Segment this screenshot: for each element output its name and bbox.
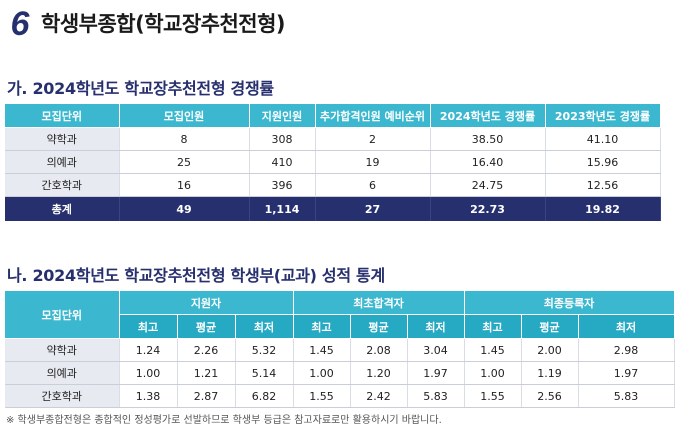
table-cell: 2.08 (350, 338, 408, 362)
total-row: 총계 49 1,114 27 22.73 19.82 (5, 196, 661, 221)
table-cell: 1.38 (119, 384, 178, 408)
column-header: 추가합격인원 예비순위 (315, 104, 431, 128)
sub-header: 최고 (119, 314, 178, 339)
total-cell: 27 (315, 196, 431, 221)
table-cell: 3.04 (407, 338, 465, 362)
svg-text:6: 6 (11, 7, 31, 39)
table-sub-header-row: 최고 평균 최저 최고 평균 최저 최고 평균 최저 (5, 314, 675, 339)
sub-header: 최저 (578, 314, 675, 339)
total-cell: 22.73 (430, 196, 546, 221)
sub-header: 최저 (407, 314, 465, 339)
group-header: 최종등록자 (464, 291, 675, 315)
row-label: 약학과 (5, 127, 120, 151)
sub-header: 평균 (521, 314, 579, 339)
sub-header: 평균 (177, 314, 236, 339)
table-row: 간호학과 1.38 2.87 6.82 1.55 2.42 5.83 1.55 … (5, 384, 675, 408)
sub-header: 최고 (293, 314, 351, 339)
table-cell: 1.00 (293, 361, 351, 385)
table-row: 약학과 8 308 2 38.50 41.10 (5, 127, 661, 151)
table-cell: 6.82 (235, 384, 294, 408)
grade-statistics-title: 나. 2024학년도 학교장추천전형 학생부(교과) 성적 통계 (7, 266, 385, 285)
table-cell: 15.96 (545, 150, 661, 174)
table-cell: 38.50 (430, 127, 546, 151)
table-cell: 2.26 (177, 338, 236, 362)
table-header-row: 모집단위 모집인원 지원인원 추가합격인원 예비순위 2024학년도 경쟁률 2… (5, 104, 661, 128)
table-cell: 6 (315, 173, 431, 197)
table-cell: 19 (315, 150, 431, 174)
table-cell: 1.21 (177, 361, 236, 385)
table-row: 약학과 1.24 2.26 5.32 1.45 2.08 3.04 1.45 2… (5, 338, 675, 362)
table-cell: 5.14 (235, 361, 294, 385)
table-cell: 2.87 (177, 384, 236, 408)
table-cell: 1.55 (293, 384, 351, 408)
section-number-badge: 6 (7, 7, 33, 39)
column-header: 2023학년도 경쟁률 (545, 104, 661, 128)
table-cell: 41.10 (545, 127, 661, 151)
sub-header: 평균 (350, 314, 408, 339)
competition-rate-title: 가. 2024학년도 학교장추천전형 경쟁률 (7, 79, 274, 98)
table-cell: 5.83 (578, 384, 675, 408)
table-group-header-row: 모집단위 지원자 최초합격자 최종등록자 (5, 291, 675, 339)
footnote: ※ 학생부종합전형은 종합적인 정성평가로 선발하므로 학생부 등급은 참고자료… (6, 415, 442, 426)
table-cell: 2.00 (521, 338, 579, 362)
table-cell: 2.56 (521, 384, 579, 408)
total-cell: 19.82 (545, 196, 661, 221)
row-label: 의예과 (5, 361, 120, 385)
table-cell: 1.45 (464, 338, 522, 362)
group-header: 지원자 (119, 291, 294, 315)
table-cell: 1.19 (521, 361, 579, 385)
table-cell: 1.24 (119, 338, 178, 362)
column-header: 2024학년도 경쟁률 (430, 104, 546, 128)
column-header: 모집인원 (119, 104, 250, 128)
column-header: 모집단위 (5, 104, 120, 128)
total-label: 총계 (5, 196, 120, 221)
table-cell: 5.32 (235, 338, 294, 362)
sub-header: 최저 (235, 314, 294, 339)
total-cell: 1,114 (249, 196, 316, 221)
column-header: 모집단위 (5, 291, 120, 339)
row-label: 간호학과 (5, 384, 120, 408)
table-cell: 16.40 (430, 150, 546, 174)
table-row: 의예과 25 410 19 16.40 15.96 (5, 150, 661, 174)
table-cell: 8 (119, 127, 250, 151)
table-cell: 5.83 (407, 384, 465, 408)
table-cell: 25 (119, 150, 250, 174)
table-cell: 1.55 (464, 384, 522, 408)
table-cell: 410 (249, 150, 316, 174)
total-cell: 49 (119, 196, 250, 221)
page-title: 학생부종합(학교장추천전형) (41, 12, 286, 36)
column-header: 지원인원 (249, 104, 316, 128)
section-heading: 6 학생부종합(학교장추천전형) (7, 6, 286, 40)
table-cell: 2.42 (350, 384, 408, 408)
table-cell: 396 (249, 173, 316, 197)
table-cell: 1.45 (293, 338, 351, 362)
table-cell: 1.00 (464, 361, 522, 385)
row-label: 의예과 (5, 150, 120, 174)
table-cell: 2 (315, 127, 431, 151)
competition-rate-table: 모집단위 모집인원 지원인원 추가합격인원 예비순위 2024학년도 경쟁률 2… (5, 104, 661, 221)
table-row: 간호학과 16 396 6 24.75 12.56 (5, 173, 661, 197)
table-cell: 2.98 (578, 338, 675, 362)
table-cell: 12.56 (545, 173, 661, 197)
table-cell: 16 (119, 173, 250, 197)
group-header: 최초합격자 (293, 291, 465, 315)
table-cell: 308 (249, 127, 316, 151)
sub-header: 최고 (464, 314, 522, 339)
table-cell: 1.97 (407, 361, 465, 385)
row-label: 간호학과 (5, 173, 120, 197)
table-row: 의예과 1.00 1.21 5.14 1.00 1.20 1.97 1.00 1… (5, 361, 675, 385)
table-cell: 1.97 (578, 361, 675, 385)
grade-statistics-table: 모집단위 지원자 최초합격자 최종등록자 최고 평균 최저 최고 평균 최저 최… (5, 291, 675, 408)
number-six-icon: 6 (11, 7, 31, 39)
table-cell: 24.75 (430, 173, 546, 197)
table-cell: 1.20 (350, 361, 408, 385)
row-label: 약학과 (5, 338, 120, 362)
table-cell: 1.00 (119, 361, 178, 385)
